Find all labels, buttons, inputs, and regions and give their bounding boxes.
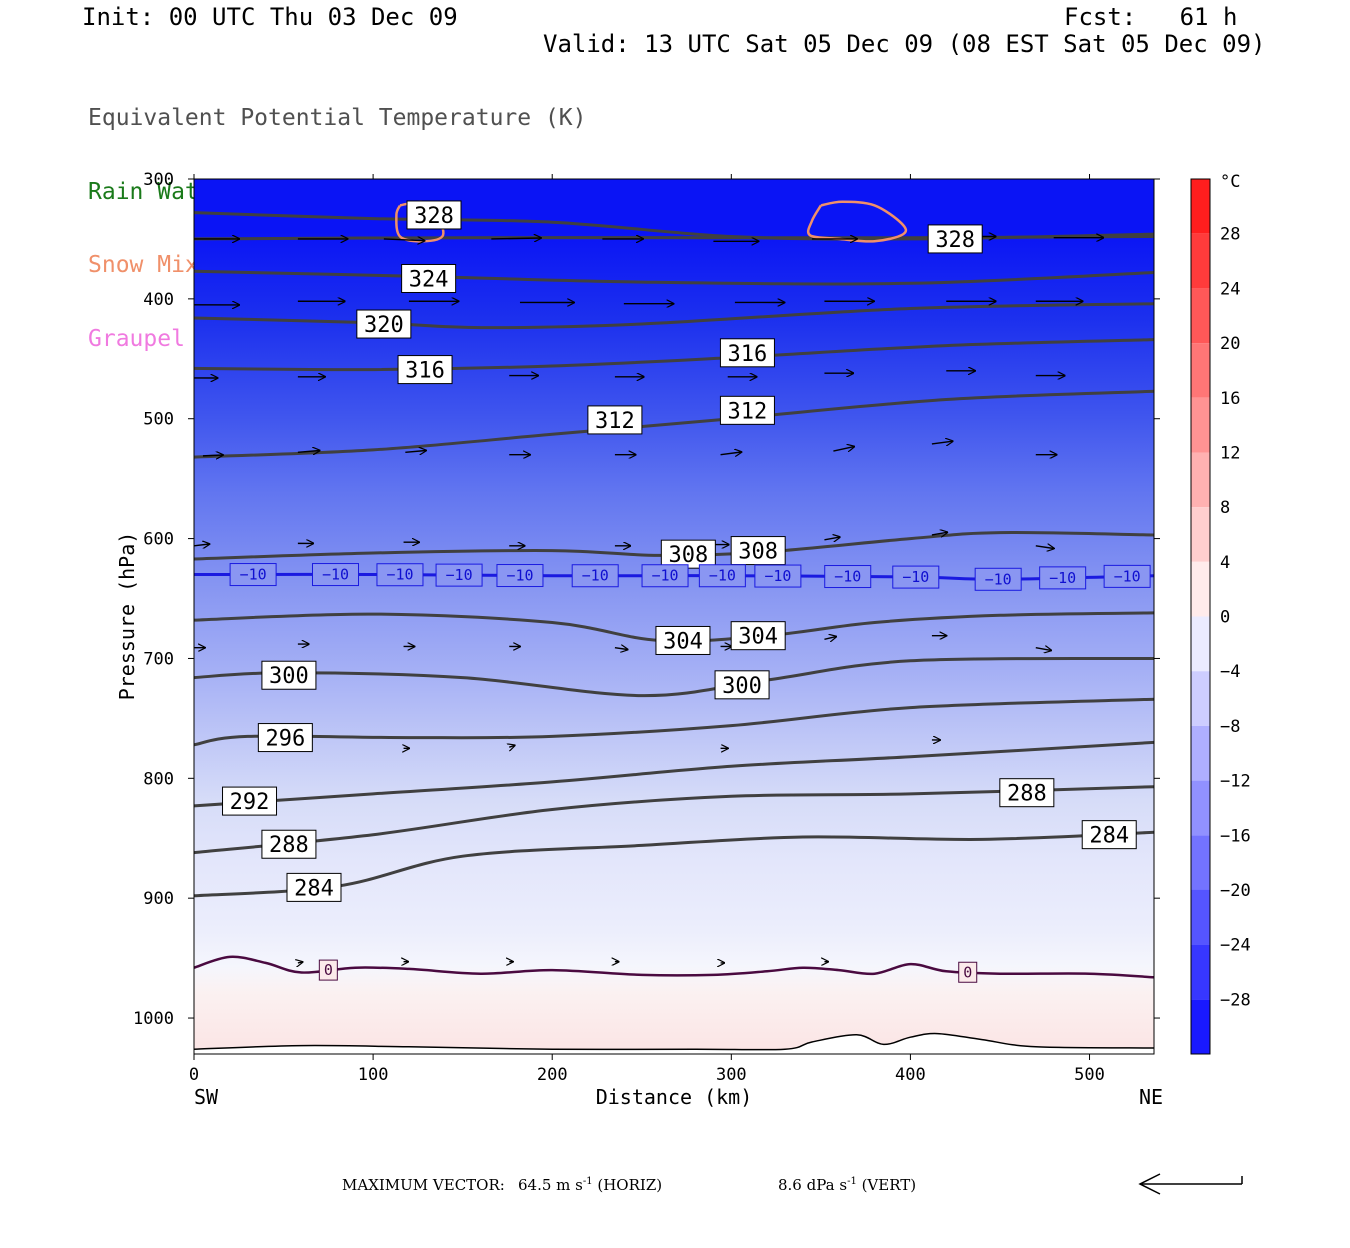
- y-tick-label: 1000: [133, 1009, 174, 1029]
- isotherm-label: −10: [582, 567, 609, 585]
- max-vector-arrow: [1140, 1174, 1242, 1194]
- contour-label: 312: [595, 409, 635, 434]
- contour-label: 324: [409, 267, 449, 292]
- x-axis-right-end: NE: [1139, 1085, 1163, 1109]
- wind-vector: [203, 455, 223, 456]
- max-horiz-vector: 64.5 m s-1 (HORIZ): [518, 1176, 662, 1194]
- colorbar-tick-label: 8: [1220, 498, 1230, 518]
- colorbar-tick-label: 28: [1220, 225, 1240, 245]
- isotherm-label: −10: [240, 566, 267, 584]
- isotherm-label: −10: [446, 566, 473, 584]
- colorbar-tick-label: −28: [1220, 990, 1251, 1010]
- contour-label: 308: [738, 540, 778, 565]
- colorbar-segment: [1191, 234, 1210, 289]
- y-tick-label: 700: [143, 649, 174, 669]
- y-tick-label: 800: [143, 769, 174, 789]
- colorbar-segment: [1191, 835, 1210, 890]
- zero-isotherm-label: 0: [963, 963, 972, 981]
- colorbar-tick-label: 12: [1220, 443, 1240, 463]
- x-tick-label: 300: [716, 1065, 747, 1085]
- zero-isotherm-label: 0: [324, 961, 333, 979]
- contour-label: 304: [663, 629, 703, 654]
- contour-label: 328: [935, 228, 975, 253]
- y-tick-label: 300: [143, 170, 174, 190]
- contour-label: 284: [1089, 824, 1129, 849]
- y-axis-label: Pressure (hPa): [115, 532, 139, 701]
- isotherm-label: −10: [902, 568, 929, 586]
- max-vector-footer: MAXIMUM VECTOR: 64.5 m s-1 (HORIZ) 8.6 d…: [342, 1176, 352, 1248]
- colorbar-segment: [1191, 507, 1210, 562]
- colorbar-tick-label: −24: [1220, 936, 1251, 956]
- wind-vector: [491, 238, 540, 239]
- colorbar-tick-label: −12: [1220, 772, 1251, 792]
- isotherm-label: −10: [506, 567, 533, 585]
- colorbar-tick-label: −20: [1220, 881, 1251, 901]
- contour-label: 320: [364, 313, 404, 338]
- colorbar-segment: [1191, 890, 1210, 945]
- contour-label: 312: [728, 399, 768, 424]
- colorbar-tick-label: 16: [1220, 389, 1240, 409]
- colorbar-segment: [1191, 343, 1210, 398]
- contour-label: 316: [728, 342, 768, 367]
- colorbar-segment: [1191, 999, 1210, 1054]
- x-tick-label: 0: [189, 1065, 199, 1085]
- x-tick-label: 500: [1074, 1065, 1105, 1085]
- colorbar-unit: °C: [1220, 172, 1240, 192]
- colorbar-tick-label: 0: [1220, 608, 1230, 628]
- plot-background: [194, 179, 1154, 1054]
- isotherm-label: −10: [764, 567, 791, 585]
- isotherm-label: −10: [651, 567, 678, 585]
- contour-label: 300: [269, 664, 309, 689]
- colorbar-tick-label: 20: [1220, 334, 1240, 354]
- max-vector-label: MAXIMUM VECTOR:: [342, 1176, 505, 1194]
- x-tick-label: 200: [537, 1065, 568, 1085]
- colorbar-segment: [1191, 945, 1210, 1000]
- isotherm-label: −10: [834, 568, 861, 586]
- isotherm-label: −10: [322, 566, 349, 584]
- colorbar-tick-label: 4: [1220, 553, 1230, 573]
- colorbar-segment: [1191, 179, 1210, 234]
- contour-label: 284: [294, 876, 334, 901]
- colorbar-tick-label: 24: [1220, 279, 1240, 299]
- x-axis-label: Distance (km): [596, 1085, 753, 1109]
- y-tick-label: 400: [143, 290, 174, 310]
- y-tick-label: 900: [143, 889, 174, 909]
- colorbar-segment: [1191, 452, 1210, 507]
- isotherm-label: −10: [709, 567, 736, 585]
- contour-label: 316: [405, 359, 445, 384]
- colorbar-segment: [1191, 617, 1210, 672]
- contour-label: 304: [738, 625, 778, 650]
- max-vert-vector: 8.6 dPa s-1 (VERT): [778, 1176, 916, 1194]
- x-tick-label: 100: [358, 1065, 389, 1085]
- colorbar-segment: [1191, 671, 1210, 726]
- contour-label: 288: [269, 833, 309, 858]
- isotherm-label: −10: [386, 566, 413, 584]
- colorbar-tick-label: −16: [1220, 826, 1251, 846]
- isotherm-label: −10: [1114, 567, 1141, 585]
- contour-label: 328: [414, 204, 454, 229]
- contour-label: 296: [265, 727, 305, 752]
- contour-label: 288: [1007, 782, 1047, 807]
- isotherm-label: −10: [1049, 569, 1076, 587]
- x-axis-left-end: SW: [194, 1085, 219, 1109]
- colorbar-segment: [1191, 288, 1210, 343]
- contour-label: 292: [230, 790, 270, 815]
- colorbar-segment: [1191, 398, 1210, 453]
- colorbar-segment: [1191, 726, 1210, 781]
- y-tick-label: 500: [143, 410, 174, 430]
- colorbar-tick-label: −4: [1220, 662, 1240, 682]
- isotherm-label: −10: [985, 570, 1012, 588]
- x-tick-label: 400: [895, 1065, 926, 1085]
- colorbar-segment: [1191, 781, 1210, 836]
- colorbar-segment: [1191, 562, 1210, 617]
- wind-vector: [298, 962, 303, 963]
- contour-label: 300: [722, 674, 762, 699]
- y-tick-label: 600: [143, 530, 174, 550]
- colorbar-tick-label: −8: [1220, 717, 1240, 737]
